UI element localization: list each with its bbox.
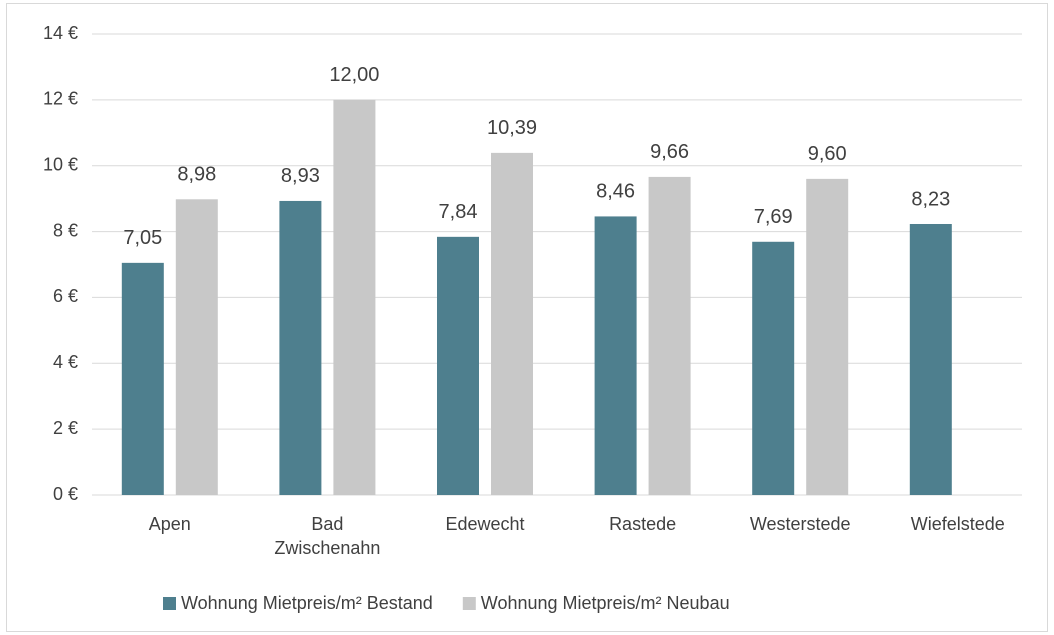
bar: [121, 262, 164, 495]
y-tick-label: 8 €: [53, 220, 78, 240]
bar: [437, 236, 479, 495]
value-label: 9,60: [808, 143, 847, 165]
value-label: 9,66: [650, 141, 689, 163]
x-tick-label: Westerstede: [749, 514, 851, 534]
y-tick-label: 10 €: [43, 154, 78, 174]
value-label: 7,05: [123, 227, 162, 249]
value-label: 8,93: [281, 165, 320, 187]
bar: [909, 223, 952, 495]
bar: [648, 176, 691, 495]
value-label: 10,39: [487, 117, 537, 139]
y-tick-label: 6 €: [53, 286, 78, 306]
bar: [333, 99, 376, 495]
bar: [491, 152, 533, 496]
y-tick-label: 2 €: [53, 418, 78, 438]
legend-swatch: [163, 597, 176, 610]
bar: [594, 216, 637, 495]
value-label: 8,23: [911, 188, 950, 210]
bar: [752, 241, 795, 495]
value-label: 7,84: [439, 201, 478, 223]
y-tick-label: 4 €: [53, 352, 78, 372]
y-tick-label: 12 €: [43, 89, 78, 109]
x-tick-label: Bad Zwischenahn: [274, 514, 381, 558]
x-tick-label: Rastede: [609, 514, 677, 534]
y-tick-label: 14 €: [43, 23, 78, 43]
legend-label: Wohnung Mietpreis/m² Neubau: [481, 593, 730, 613]
value-label: 7,69: [754, 206, 793, 228]
bar: [175, 199, 218, 495]
legend-swatch: [462, 597, 476, 610]
value-label: 8,46: [596, 181, 635, 203]
x-tick-label: Edewecht: [445, 514, 525, 534]
y-tick-label: 0 €: [53, 484, 78, 504]
value-label: 12,00: [329, 64, 379, 86]
bar: [279, 200, 322, 495]
legend-label: Wohnung Mietpreis/m² Bestand: [181, 593, 433, 613]
bar: [806, 178, 849, 495]
value-label: 8,98: [177, 164, 216, 186]
x-tick-label: Wiefelstede: [910, 514, 1005, 534]
x-tick-label: Apen: [148, 514, 191, 534]
